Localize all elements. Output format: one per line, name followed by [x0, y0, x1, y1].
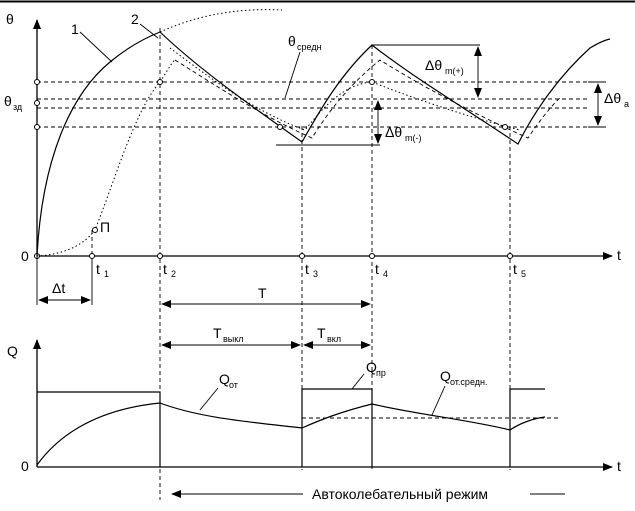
svg-text:а: а	[624, 99, 629, 109]
svg-text:1: 1	[104, 269, 109, 279]
axis-point-upper	[34, 79, 40, 85]
svg-text:Δθ: Δθ	[604, 90, 621, 106]
q-from-curve	[36, 402, 546, 466]
tick-mark-t1	[89, 253, 95, 259]
q-avg-label: Q от.средн.	[440, 368, 487, 387]
point-p	[92, 227, 98, 233]
q-axis-label: Q	[7, 343, 18, 359]
tick-mark-t4	[369, 253, 375, 259]
curve-1-leader	[79, 31, 113, 63]
svg-text:от: от	[229, 380, 238, 390]
oscillation-dotted	[169, 47, 521, 131]
svg-text:m(-): m(-)	[405, 133, 422, 143]
bottom-chart: Q t 0 Q от Q пр Q от.средн.	[7, 339, 621, 474]
svg-text:вкл: вкл	[327, 334, 341, 344]
svg-text:5: 5	[521, 269, 526, 279]
svg-text:t: t	[163, 261, 167, 277]
svg-text:t: t	[375, 261, 379, 277]
svg-text:3: 3	[313, 269, 318, 279]
svg-text:T: T	[213, 325, 222, 341]
svg-text:пр: пр	[376, 368, 386, 378]
point-osc-1	[277, 124, 283, 130]
supply-step	[37, 388, 545, 467]
svg-text:Δθ: Δθ	[385, 124, 402, 140]
period-label: T	[258, 285, 267, 301]
curve-1-label: 1	[71, 21, 79, 37]
time-axis-bottom-label: t	[617, 458, 621, 474]
curve-1-continuation	[159, 9, 283, 33]
q-supply-leader	[351, 373, 365, 390]
oscillation-dashed	[174, 59, 561, 139]
svg-text:m(+): m(+)	[445, 66, 464, 76]
svg-text:t: t	[305, 261, 309, 277]
svg-text:от.средн.: от.средн.	[450, 377, 487, 387]
svg-text:t: t	[96, 261, 100, 277]
tick-mark-t2	[157, 253, 163, 259]
svg-text:t: t	[513, 261, 517, 277]
axis-point-set	[34, 100, 40, 106]
curve-1-heating	[36, 31, 161, 257]
point-p-label: П	[100, 219, 110, 235]
svg-text:Q: Q	[366, 359, 377, 375]
q-supply-label: Q пр	[366, 359, 386, 378]
oscillation-curve	[159, 31, 611, 145]
svg-text:T: T	[317, 325, 326, 341]
q-from-label: Q от	[219, 371, 238, 390]
axis-point-lower	[34, 124, 40, 130]
dtheta-plus-label: Δθ m(+)	[425, 57, 464, 76]
point-curve2-t2	[157, 79, 163, 85]
svg-text:2: 2	[171, 269, 176, 279]
t-off-label: T выкл	[213, 325, 244, 344]
point-osc-3	[502, 124, 508, 130]
mode-label: Автоколебательный режим	[312, 486, 488, 502]
setpoint-label: θ зд	[4, 93, 23, 112]
q-avg-leader	[431, 385, 446, 416]
svg-text:θ: θ	[4, 93, 12, 109]
theta-axis-label: θ	[6, 11, 14, 27]
theta-avg-leader	[284, 51, 301, 99]
origin-top-label: 0	[21, 248, 29, 264]
theta-avg-label: θ средн	[288, 33, 322, 52]
svg-text:Δθ: Δθ	[425, 57, 442, 73]
t-on-label: T вкл	[317, 325, 341, 344]
delta-t-label: Δt	[52, 280, 65, 296]
dtheta-a-label: Δθ а	[604, 90, 629, 109]
svg-text:θ: θ	[288, 33, 296, 49]
svg-text:средн: средн	[297, 42, 322, 52]
svg-text:зд: зд	[13, 102, 23, 112]
time-axis-top-label: t	[617, 247, 621, 263]
curve-2-label: 2	[131, 11, 139, 27]
dtheta-minus-label: Δθ m(-)	[385, 124, 422, 143]
q-from-leader	[199, 387, 219, 411]
curve-2-leader	[139, 23, 159, 39]
point-osc-2	[369, 79, 375, 85]
tick-mark-t5	[507, 253, 513, 259]
svg-text:выкл: выкл	[223, 334, 244, 344]
tick-mark-t3	[299, 253, 305, 259]
svg-text:Q: Q	[440, 368, 451, 384]
origin-bottom-label: 0	[21, 458, 29, 474]
svg-text:Q: Q	[219, 371, 230, 387]
svg-text:4: 4	[383, 269, 388, 279]
